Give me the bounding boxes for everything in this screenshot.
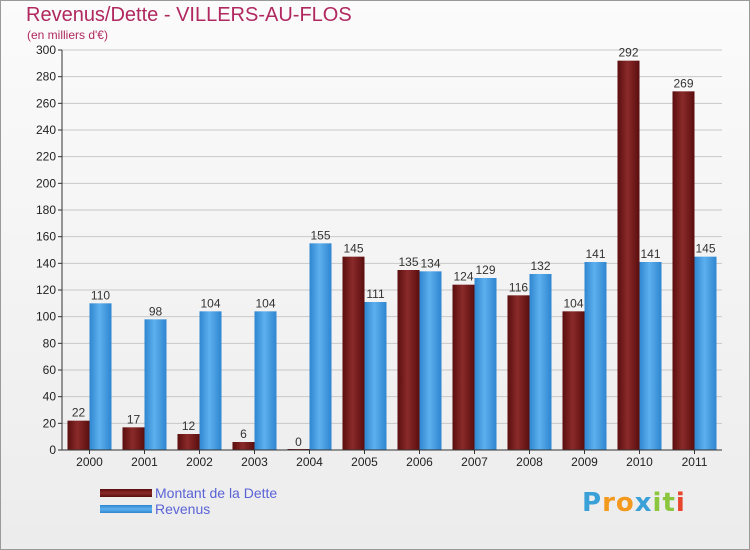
data-label-revenus: 134 bbox=[420, 256, 440, 270]
logo-letter: i bbox=[675, 488, 686, 518]
data-label-dette: 116 bbox=[509, 280, 528, 294]
bar-dette bbox=[232, 442, 255, 450]
legend-label-revenus: Revenus bbox=[155, 501, 211, 517]
data-label-dette: 0 bbox=[295, 435, 302, 449]
bar-revenus bbox=[639, 262, 662, 450]
y-tick-label: 0 bbox=[49, 443, 56, 457]
data-label-revenus: 104 bbox=[255, 296, 275, 310]
legend-label-dette: Montant de la Dette bbox=[155, 485, 278, 501]
bar-revenus bbox=[529, 274, 552, 450]
proxiti-logo: Proxiti bbox=[582, 488, 686, 518]
y-tick-label: 140 bbox=[36, 256, 56, 270]
bar-dette bbox=[617, 60, 640, 451]
x-tick-label: 2001 bbox=[131, 455, 158, 469]
data-label-revenus: 141 bbox=[585, 247, 605, 261]
bar-revenus bbox=[199, 311, 222, 450]
data-label-dette: 145 bbox=[343, 242, 363, 256]
x-tick-label: 2000 bbox=[76, 455, 103, 469]
y-tick-label: 240 bbox=[36, 123, 56, 137]
data-label-dette: 124 bbox=[453, 270, 473, 284]
bar-dette bbox=[342, 256, 365, 450]
data-label-dette: 12 bbox=[182, 419, 196, 433]
data-label-dette: 22 bbox=[72, 406, 86, 420]
x-tick-label: 2003 bbox=[241, 455, 268, 469]
y-tick-label: 220 bbox=[36, 150, 56, 164]
logo-letter: r bbox=[602, 488, 616, 518]
data-label-dette: 17 bbox=[127, 412, 141, 426]
data-label-revenus: 104 bbox=[200, 296, 220, 310]
data-label-revenus: 110 bbox=[91, 288, 110, 302]
logo-letter: o bbox=[615, 488, 635, 518]
bar-dette bbox=[562, 311, 585, 450]
y-tick-label: 120 bbox=[36, 283, 56, 297]
x-tick-label: 2011 bbox=[682, 455, 708, 469]
label-layer: 22 110 17 98 12 104 6 104 0 155 145 111 135 134 124 129… bbox=[72, 46, 716, 449]
y-tick-label: 20 bbox=[43, 416, 57, 430]
data-label-dette: 292 bbox=[618, 46, 638, 60]
y-tick-label: 100 bbox=[36, 310, 56, 324]
y-tick-label: 280 bbox=[36, 70, 56, 84]
data-label-revenus: 141 bbox=[640, 247, 660, 261]
data-label-dette: 269 bbox=[673, 76, 693, 90]
y-tick-label: 40 bbox=[43, 390, 57, 404]
data-label-dette: 104 bbox=[563, 296, 583, 310]
bar-dette bbox=[177, 434, 200, 450]
legend-swatch-revenus bbox=[100, 505, 152, 513]
y-tick-label: 60 bbox=[43, 363, 57, 377]
logo-letter: i bbox=[652, 488, 663, 518]
bar-revenus bbox=[89, 303, 112, 450]
logo-letter: t bbox=[662, 488, 676, 518]
x-tick-label: 2002 bbox=[186, 455, 213, 469]
bar-dette bbox=[397, 270, 420, 450]
bar-revenus bbox=[419, 271, 442, 450]
x-tick-label: 2009 bbox=[571, 455, 598, 469]
bar-revenus bbox=[309, 243, 332, 450]
grid-layer bbox=[62, 49, 722, 451]
bar-revenus bbox=[364, 302, 387, 450]
bar-dette bbox=[67, 420, 90, 450]
x-tick-label: 2005 bbox=[351, 455, 378, 469]
logo-letter: P bbox=[582, 488, 603, 518]
bar-dette bbox=[122, 427, 145, 450]
y-tick-label: 300 bbox=[36, 43, 56, 57]
x-tick-label: 2006 bbox=[406, 455, 433, 469]
x-tick-label: 2007 bbox=[461, 455, 488, 469]
bar-revenus bbox=[584, 262, 607, 450]
bar-revenus bbox=[254, 311, 277, 450]
axis-layer: 0204060801001201401601802002202402602803… bbox=[36, 43, 722, 469]
data-label-revenus: 129 bbox=[475, 263, 495, 277]
data-label-revenus: 98 bbox=[149, 304, 163, 318]
bar-revenus bbox=[144, 319, 167, 450]
data-label-revenus: 132 bbox=[530, 259, 550, 273]
y-tick-label: 160 bbox=[36, 230, 56, 244]
y-tick-label: 200 bbox=[36, 176, 56, 190]
bar-revenus bbox=[474, 278, 497, 450]
bar-dette bbox=[452, 284, 475, 450]
legend-swatch-dette bbox=[100, 489, 152, 497]
x-tick-label: 2010 bbox=[626, 455, 653, 469]
y-tick-label: 260 bbox=[36, 96, 56, 110]
data-label-revenus: 155 bbox=[310, 228, 330, 242]
data-label-dette: 135 bbox=[398, 255, 418, 269]
bar-revenus bbox=[694, 256, 717, 450]
data-label-dette: 6 bbox=[240, 427, 247, 441]
logo-letter: x bbox=[634, 488, 653, 518]
y-tick-label: 80 bbox=[43, 336, 57, 350]
bar-dette bbox=[672, 91, 695, 450]
data-label-revenus: 145 bbox=[695, 242, 715, 256]
chart-subtitle: (en milliers d'€) bbox=[27, 28, 108, 42]
bar-dette bbox=[507, 295, 530, 450]
y-tick-label: 180 bbox=[36, 203, 56, 217]
data-label-revenus: 111 bbox=[366, 287, 385, 301]
x-tick-label: 2004 bbox=[296, 455, 323, 469]
x-tick-label: 2008 bbox=[516, 455, 543, 469]
bar-layer bbox=[67, 60, 717, 451]
chart-title: Revenus/Dette - VILLERS-AU-FLOS bbox=[26, 4, 352, 26]
